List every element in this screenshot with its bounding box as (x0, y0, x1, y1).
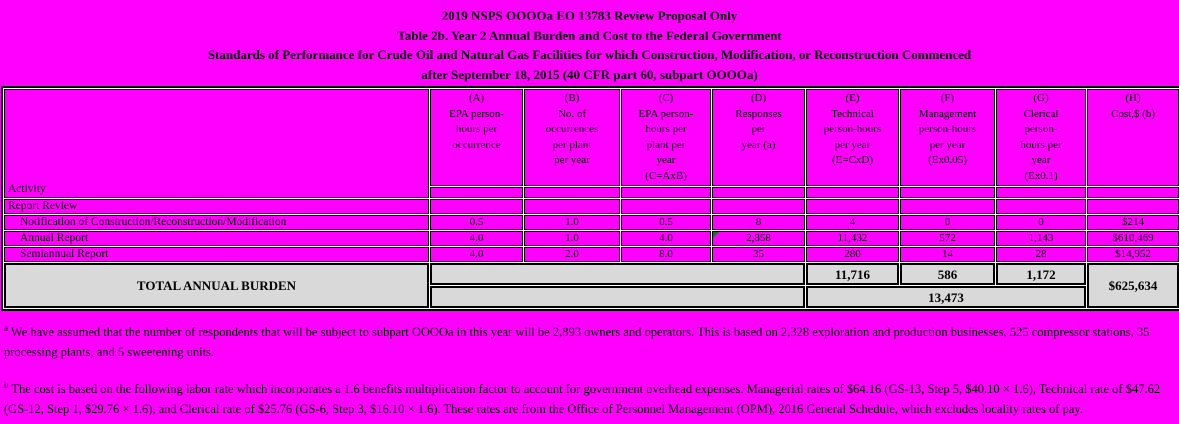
spacer-cell (806, 187, 899, 198)
row-label: Notification of Construction/Reconstruct… (4, 215, 429, 230)
empty-cell (806, 199, 899, 214)
total-clerical: 1,172 (996, 263, 1086, 285)
section-row-report-review: Report Review (4, 199, 1179, 214)
footnote-a-marker: a (4, 323, 8, 333)
cell-d-value: 2,858 (746, 232, 771, 244)
page-title-line-1: 2019 NSPS OOOOa EO 13783 Review Proposal… (441, 8, 738, 23)
column-header-b: (B) No. of occurrences per plant per yea… (524, 89, 620, 186)
cell-f: 14 (900, 247, 995, 262)
empty-cell (621, 199, 711, 214)
spacer-cell (900, 187, 995, 198)
cell-c: 0.5 (621, 215, 711, 230)
empty-cell (900, 199, 995, 214)
footnote-a-text: We have assumed that the number of respo… (4, 325, 1150, 360)
comment-flag-icon (713, 232, 719, 238)
spacer-cell (430, 187, 523, 198)
total-label: TOTAL ANNUAL BURDEN (4, 263, 429, 308)
column-header-row: Activity (A) EPA person- hours per occur… (4, 89, 1179, 198)
page-title-line-2: Table 2b. Year 2 Annual Burden and Cost … (397, 27, 782, 43)
table-row-notification: Notification of Construction/Reconstruct… (4, 215, 1179, 230)
footnotes: a We have assumed that the number of res… (4, 318, 1175, 419)
column-header-h: (H) Cost,$ (b) (1087, 89, 1179, 186)
total-blank-cell (430, 286, 805, 308)
page-title-line-4: after September 18, 2015 (40 CFR part 60… (421, 66, 758, 82)
cell-e: 280 (806, 247, 899, 262)
footnote-b: b The cost is based on the following lab… (4, 375, 1175, 419)
column-header-f: (F) Management person-hours per year (Ex… (900, 89, 995, 186)
section-label: Report Review (4, 199, 429, 214)
cell-f: 572 (900, 231, 995, 246)
spacer-cell (1087, 187, 1179, 198)
cell-b: 2.0 (524, 247, 620, 262)
total-technical: 11,716 (806, 263, 899, 285)
cell-h: $610,469 (1087, 231, 1179, 246)
cell-a: 0.5 (430, 215, 523, 230)
burden-table: Activity (A) EPA person- hours per occur… (1, 86, 1179, 311)
cell-h: $214 (1087, 215, 1179, 230)
cell-g: 1,143 (996, 231, 1086, 246)
page-title: 2019 NSPS OOOOa EO 13783 Review Proposal… (0, 0, 1179, 84)
table-row-semiannual-report: Semiannual Report 4.0 2.0 8.0 35 280 14 … (4, 247, 1179, 262)
empty-cell (1087, 199, 1179, 214)
cell-e: 11,432 (806, 231, 899, 246)
spacer-cell (712, 187, 805, 198)
footnote-a: a We have assumed that the number of res… (4, 318, 1175, 362)
total-row: TOTAL ANNUAL BURDEN 11,716 586 1,172 $62… (4, 263, 1179, 308)
cell-c: 8.0 (621, 247, 711, 262)
cell-b: 1.0 (524, 231, 620, 246)
total-combined-row: 13,473 (4, 286, 1179, 308)
total-cost: $625,634 (1087, 263, 1179, 308)
cell-g: 0 (996, 215, 1086, 230)
cell-d: 2,858 (712, 231, 805, 246)
cell-h: $14,952 (1087, 247, 1179, 262)
empty-cell (712, 199, 805, 214)
cell-f: 0 (900, 215, 995, 230)
column-header-a: (A) EPA person- hours per occurrence (430, 89, 523, 186)
column-header-g: (G) Clerical person- hours per year (Ex0… (996, 89, 1086, 186)
spacer-cell (996, 187, 1086, 198)
cell-d: 35 (712, 247, 805, 262)
empty-cell (524, 199, 620, 214)
total-management: 586 (900, 263, 995, 285)
column-header-d: (D) Responses per year (a) (712, 89, 805, 186)
total-blank-cell (430, 263, 805, 285)
page-title-line-3: Standards of Performance for Crude Oil a… (207, 47, 972, 62)
total-combined-hours: 13,473 (806, 286, 1086, 308)
cell-d: 8 (712, 215, 805, 230)
row-label: Semiannual Report (4, 247, 429, 262)
column-header-c: (C) EPA person- hours per plant per year… (621, 89, 711, 186)
table-row-annual-report: Annual Report 4.0 1.0 4.0 2,858 11,432 5… (4, 231, 1179, 246)
cell-a: 4.0 (430, 247, 523, 262)
cell-b: 1.0 (524, 215, 620, 230)
empty-cell (996, 199, 1086, 214)
column-header-e: (E) Technical person-hours per year (E=C… (806, 89, 899, 186)
spacer-cell (621, 187, 711, 198)
footnote-b-text: The cost is based on the following labor… (4, 382, 1161, 417)
empty-cell (430, 199, 523, 214)
activity-column-header: Activity (4, 89, 429, 198)
cell-e: 4 (806, 215, 899, 230)
spacer-cell (524, 187, 620, 198)
row-label: Annual Report (4, 231, 429, 246)
cell-c: 4.0 (621, 231, 711, 246)
cell-a: 4.0 (430, 231, 523, 246)
footnote-b-marker: b (4, 380, 9, 391)
cell-g: 28 (996, 247, 1086, 262)
